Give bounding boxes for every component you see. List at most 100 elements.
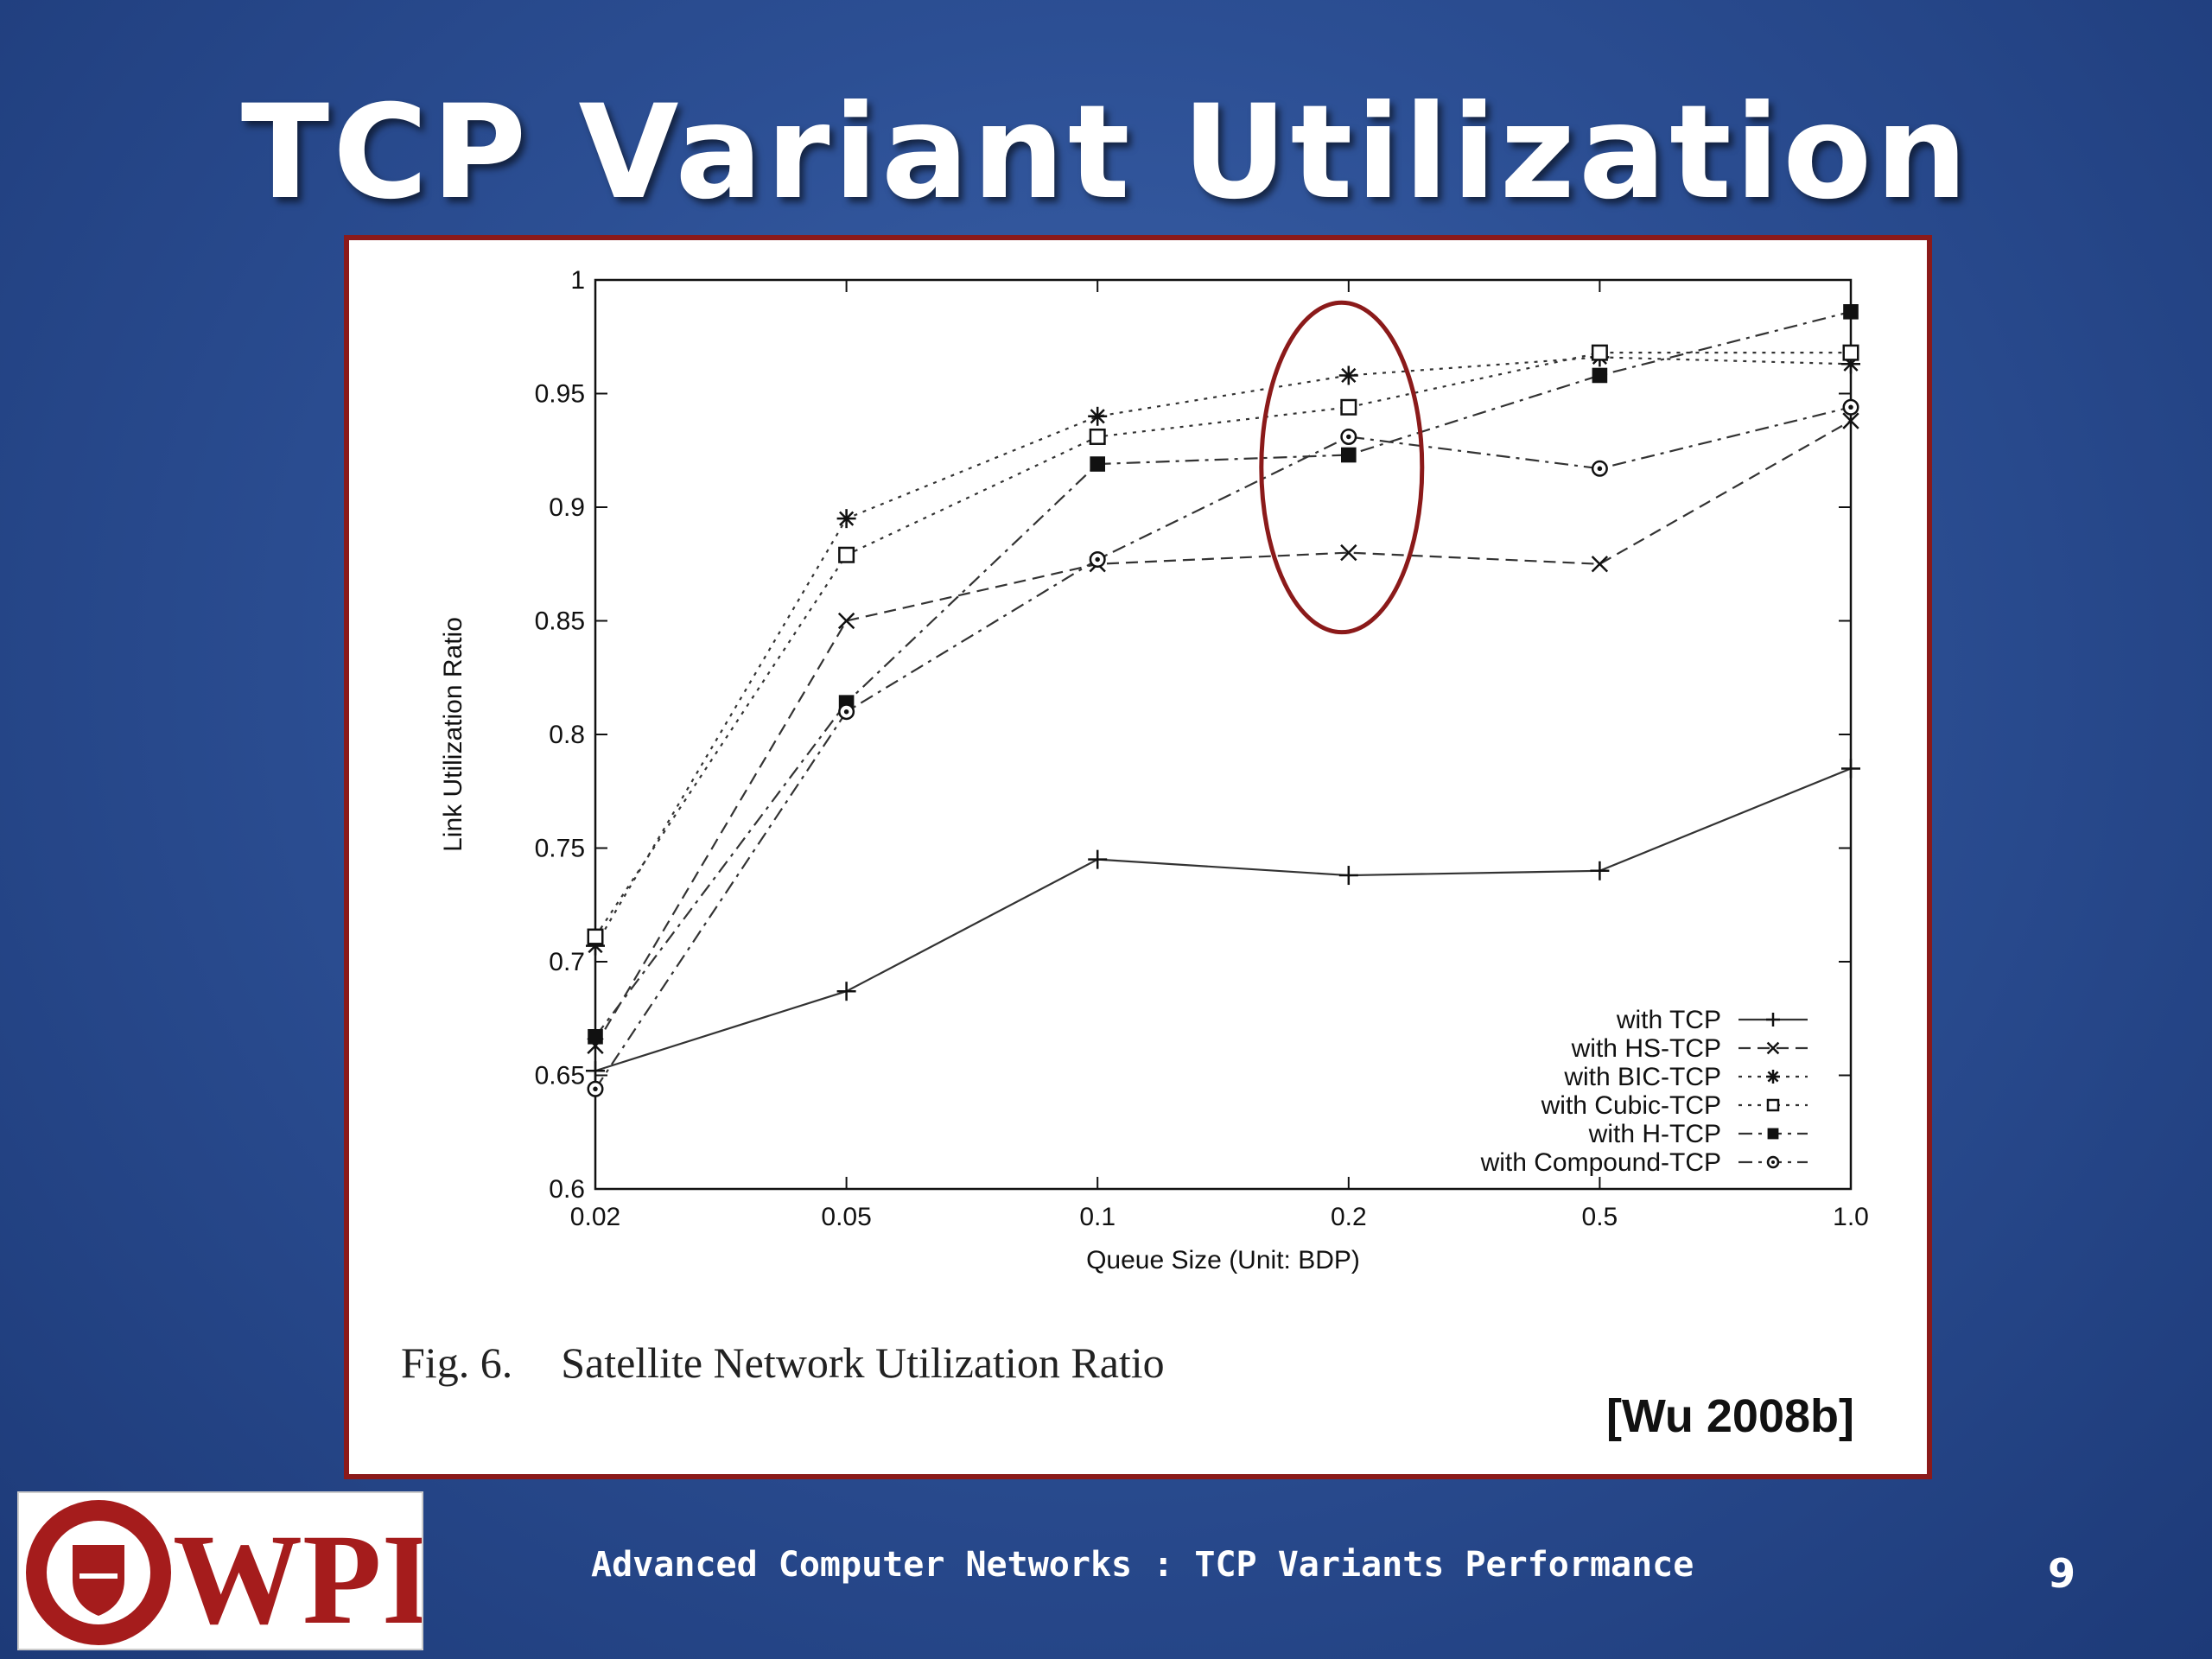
data-point (1088, 849, 1108, 869)
marker-shape (588, 1028, 603, 1045)
y-tick-label: 1 (570, 266, 585, 295)
citation: [Wu 2008b] (1605, 1390, 1854, 1442)
page-number: 9 (2048, 1550, 2076, 1597)
legend-label: with TCP (1616, 1006, 1721, 1034)
series-line (594, 310, 1852, 1038)
legend-label: with HS-TCP (1571, 1034, 1721, 1063)
data-point (837, 612, 855, 630)
data-point (1592, 367, 1608, 384)
data-point (836, 982, 856, 1001)
y-tick-label: 0.9 (549, 493, 585, 522)
data-point (1591, 344, 1608, 361)
series-line (594, 406, 1852, 1090)
y-tick-label: 0.95 (535, 380, 585, 409)
marker-dot (1095, 556, 1100, 563)
wpi-logo-graphic: WPI (26, 1500, 432, 1651)
series-0 (586, 759, 1860, 1081)
seal-shield-icon (73, 1545, 124, 1616)
data-point (1089, 550, 1106, 568)
marker-shape (1842, 344, 1859, 361)
marker-stroke (1340, 543, 1357, 562)
data-point (1088, 406, 1108, 426)
data-point (1590, 861, 1610, 880)
marker-stroke (1766, 1041, 1780, 1055)
y-tick-label: 0.8 (549, 721, 585, 749)
marker-stroke (1591, 556, 1609, 573)
data-point (1340, 398, 1357, 416)
series-2 (586, 347, 1860, 956)
data-point (1089, 428, 1106, 445)
series-line (594, 352, 1851, 938)
x-tick-label: 0.05 (821, 1203, 871, 1231)
legend-label: with BIC-TCP (1563, 1063, 1721, 1091)
data-point (836, 509, 856, 529)
data-point (1842, 344, 1859, 361)
data-point (586, 1061, 605, 1081)
marker-shape (1090, 456, 1105, 472)
data-point (1842, 398, 1859, 416)
series-1 (587, 412, 1859, 1054)
x-tick-label: 1.0 (1833, 1203, 1869, 1231)
x-axis-title: Queue Size (Unit: BDP) (1086, 1246, 1360, 1274)
data-point (587, 928, 604, 945)
marker-shape (1341, 447, 1357, 463)
marker-stroke (1090, 409, 1105, 424)
marker-shape (1843, 304, 1859, 320)
x-tick-label: 0.2 (1331, 1203, 1367, 1231)
marker-stroke (1767, 1071, 1779, 1083)
y-tick-label: 0.85 (535, 607, 585, 636)
data-point (587, 1080, 604, 1097)
slide-title: TCP Variant Utilization (240, 78, 1972, 228)
marker-dot (843, 709, 849, 715)
footer-text: Advanced Computer Networks : TCP Variant… (591, 1545, 1694, 1585)
series-line (594, 767, 1852, 1072)
figure-caption: Fig. 6. Satellite Network Utilization Rat… (401, 1338, 1165, 1388)
marker-dot (1771, 1160, 1775, 1164)
data-point (1341, 447, 1357, 463)
chart-series (586, 304, 1860, 1097)
data-point (1766, 1155, 1780, 1169)
y-tick-label: 0.65 (535, 1062, 585, 1090)
marker-stroke (839, 511, 855, 526)
data-point (1766, 1070, 1780, 1084)
marker-dot (593, 1086, 598, 1092)
data-point (1766, 1041, 1780, 1055)
y-tick-label: 0.6 (549, 1175, 585, 1204)
figure-caption-text: Satellite Network Utilization Ratio (561, 1338, 1165, 1387)
legend-label: with Cubic-TCP (1541, 1091, 1721, 1120)
figure-frame: 0.6 0.65 0.7 0.75 0.8 0.85 0.9 0.95 1 0.02 0.05 0.1… (344, 235, 1932, 1479)
data-point (1591, 460, 1608, 477)
series-5 (587, 398, 1859, 1097)
marker-shape (587, 928, 604, 945)
marker-stroke (1341, 367, 1357, 384)
x-tick-label: 0.5 (1582, 1203, 1618, 1231)
wpi-logo: WPI (17, 1491, 432, 1651)
data-point (1090, 456, 1105, 472)
data-point (1842, 412, 1859, 429)
x-tick-label: 0.02 (570, 1203, 620, 1231)
marker-shape (838, 546, 855, 563)
data-point (838, 546, 855, 563)
marker-dot (1848, 404, 1853, 410)
marker-shape (1089, 428, 1106, 445)
y-tick-label: 0.7 (549, 948, 585, 976)
data-point (1841, 759, 1860, 779)
marker-shape (1592, 367, 1608, 384)
legend-label: with Compound-TCP (1480, 1148, 1721, 1177)
figure-caption-number: Fig. 6. (401, 1338, 513, 1387)
data-point (1340, 428, 1357, 445)
data-point (1767, 1128, 1779, 1140)
y-axis-title: Link Utilization Ratio (439, 617, 467, 852)
data-point (588, 1028, 603, 1045)
marker-shape (1767, 1128, 1779, 1140)
legend-label: with H-TCP (1588, 1120, 1721, 1148)
marker-shape (1340, 398, 1357, 416)
data-point (1340, 543, 1357, 562)
x-tick-label: 0.1 (1079, 1203, 1116, 1231)
series-line (594, 420, 1852, 1046)
data-point (838, 703, 855, 721)
line-chart: 0.6 0.65 0.7 0.75 0.8 0.85 0.9 0.95 1 0.02 0.05 0.1… (439, 266, 1869, 1274)
data-point (1766, 1013, 1780, 1027)
series-4 (588, 304, 1859, 1045)
data-point (1766, 1098, 1780, 1112)
